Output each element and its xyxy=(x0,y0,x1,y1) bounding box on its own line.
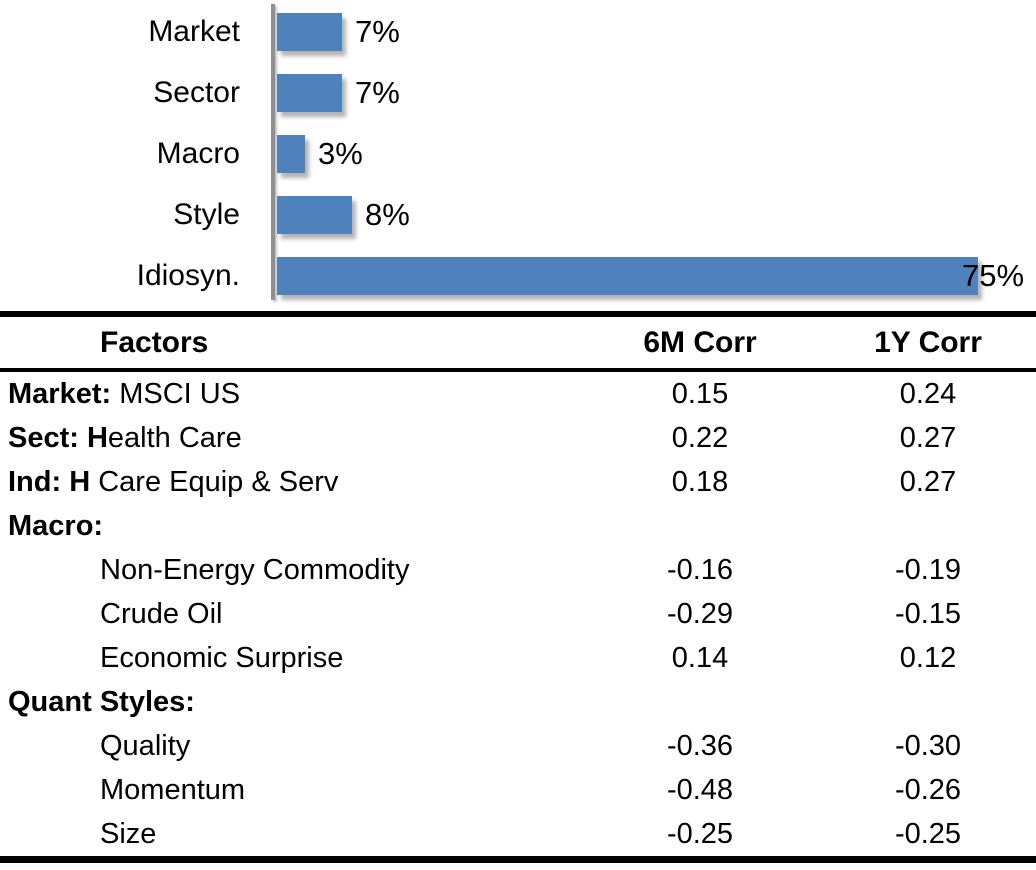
bar-category-label: Idiosyn. xyxy=(136,259,240,292)
corr-6m-cell: 0.18 xyxy=(671,465,729,498)
factor-regular-segment: Momentum xyxy=(100,773,246,806)
factor-regular-segment: ealth Care xyxy=(107,421,242,454)
factor-name-cell: Market: MSCI US xyxy=(0,378,580,411)
header-1y-corr: 1Y Corr xyxy=(874,325,982,359)
table-row: Market: MSCI US 0.15 0.24 xyxy=(0,372,1036,416)
corr-1y-cell: -0.15 xyxy=(894,597,962,630)
corr-6m-cell: -0.25 xyxy=(666,817,734,850)
factor-regular-segment: Size xyxy=(100,817,157,850)
bar-value-label: 7% xyxy=(355,75,400,110)
table-row: Quality -0.36 -0.30 xyxy=(0,724,1036,768)
factor-name-cell: Momentum xyxy=(0,774,580,807)
corr-6m-cell: -0.16 xyxy=(666,553,734,586)
corr-6m-cell: -0.48 xyxy=(666,773,734,806)
bar xyxy=(277,13,342,51)
chart-vertical-axis xyxy=(271,4,275,300)
corr-1y-cell: 0.27 xyxy=(899,421,957,454)
table-row: Macro: xyxy=(0,504,1036,548)
factor-name-cell: Quality xyxy=(0,730,580,763)
factor-name-cell: Non-Energy Commodity xyxy=(0,554,580,587)
factor-name-cell: Size xyxy=(0,818,580,851)
corr-6m-cell: 0.22 xyxy=(671,421,729,454)
factor-regular-segment: MSCI US xyxy=(111,377,241,410)
corr-6m-cell: 0.15 xyxy=(671,377,729,410)
table-row: Economic Surprise 0.14 0.12 xyxy=(0,636,1036,680)
table-row: Sect: Health Care 0.22 0.27 xyxy=(0,416,1036,460)
factor-name-cell: Ind: H Care Equip & Serv xyxy=(0,466,580,499)
table-row: Ind: H Care Equip & Serv 0.18 0.27 xyxy=(0,460,1036,504)
factor-regular-segment: Crude Oil xyxy=(100,597,223,630)
factor-regular-segment: Economic Surprise xyxy=(100,641,344,674)
bar-value-label: 3% xyxy=(318,136,363,171)
corr-1y-cell: -0.19 xyxy=(894,553,962,586)
factor-regular-segment: Quality xyxy=(100,729,191,762)
header-6m-corr: 6M Corr xyxy=(643,325,757,359)
corr-1y-cell: -0.25 xyxy=(894,817,962,850)
factor-name-cell: Quant Styles: xyxy=(0,686,580,719)
bar xyxy=(277,135,305,173)
factor-bold-segment: Macro: xyxy=(8,509,104,542)
factor-bold-segment: Market: xyxy=(8,377,112,410)
corr-1y-cell: -0.26 xyxy=(894,773,962,806)
table-row: Size -0.25 -0.25 xyxy=(0,812,1036,856)
corr-1y-cell: 0.24 xyxy=(899,377,957,410)
bar-value-label: 7% xyxy=(355,14,400,49)
factor-regular-segment: Non-Energy Commodity xyxy=(100,553,410,586)
table-row: Momentum -0.48 -0.26 xyxy=(0,768,1036,812)
table-row: Non-Energy Commodity -0.16 -0.19 xyxy=(0,548,1036,592)
factor-name-cell: Macro: xyxy=(0,510,580,543)
corr-1y-cell: 0.12 xyxy=(899,641,957,674)
table-header-row: Factors 6M Corr 1Y Corr xyxy=(0,317,1036,372)
factor-name-cell: Crude Oil xyxy=(0,598,580,631)
bar-value-label: 8% xyxy=(365,197,410,232)
factor-bold-segment: Sect: H xyxy=(8,421,108,454)
corr-6m-cell: -0.29 xyxy=(666,597,734,630)
risk-contribution-bar-chart: Market 7% Sector 7% Macro 3% Style 8% Idiosyn. 75… xyxy=(0,0,1036,311)
corr-1y-cell: 0.27 xyxy=(899,465,957,498)
bar xyxy=(277,74,342,112)
factor-correlation-table: Factors 6M Corr 1Y Corr Market: MSCI US 0… xyxy=(0,311,1036,863)
header-factors: Factors xyxy=(100,325,209,359)
bar-category-label: Sector xyxy=(153,76,240,109)
table-row: Quant Styles: xyxy=(0,680,1036,724)
corr-6m-cell: -0.36 xyxy=(666,729,734,762)
bar-value-label: 75% xyxy=(962,258,1025,293)
bar xyxy=(277,257,978,295)
bar-category-label: Macro xyxy=(156,137,240,170)
table-row: Crude Oil -0.29 -0.15 xyxy=(0,592,1036,636)
factor-bold-segment: Quant Styles: xyxy=(8,685,195,718)
factor-regular-segment: Care Equip & Serv xyxy=(90,465,339,498)
corr-6m-cell: 0.14 xyxy=(671,641,729,674)
factor-bold-segment: Ind: H xyxy=(8,465,91,498)
factor-name-cell: Economic Surprise xyxy=(0,642,580,675)
bar-category-label: Market xyxy=(148,15,240,48)
bar xyxy=(277,196,352,234)
table-body: Market: MSCI US 0.15 0.24 Sect: Health Care… xyxy=(0,372,1036,856)
bar-category-label: Style xyxy=(173,198,240,231)
factor-name-cell: Sect: Health Care xyxy=(0,422,580,455)
corr-1y-cell: -0.30 xyxy=(894,729,962,762)
